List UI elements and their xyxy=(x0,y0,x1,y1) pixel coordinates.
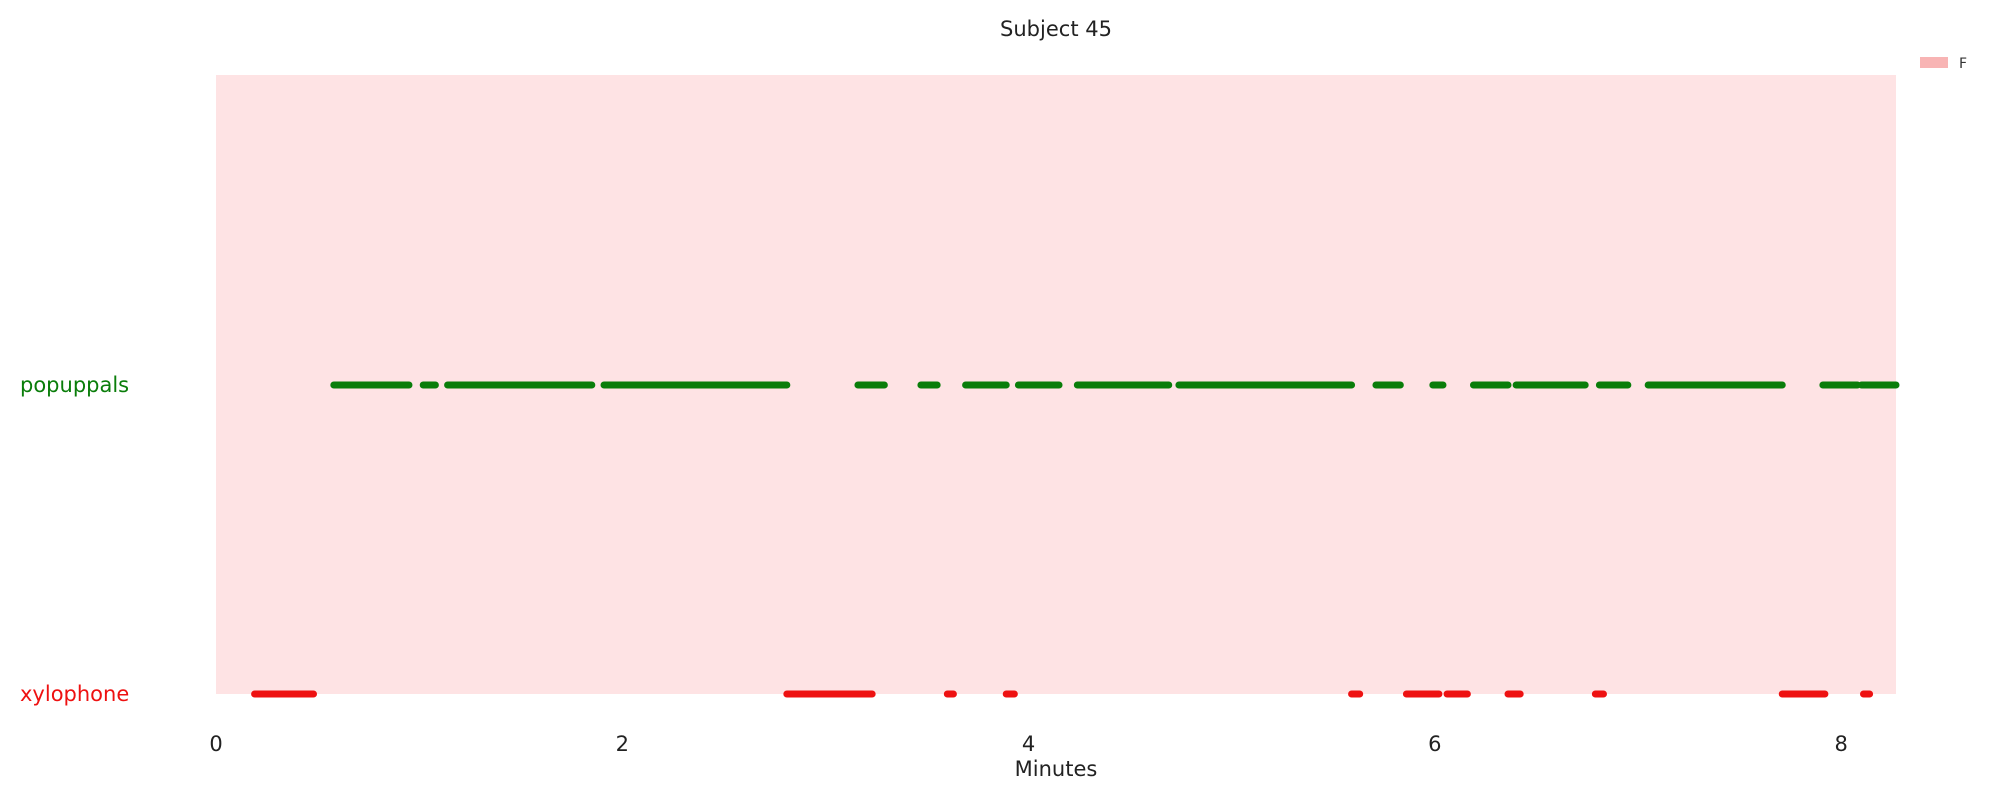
legend: F xyxy=(1920,56,1967,72)
chart-title: Subject 45 xyxy=(1000,17,1112,41)
series-label-xylophone: xylophone xyxy=(20,682,129,706)
x-tick-label: 8 xyxy=(1834,732,1847,756)
segments xyxy=(251,381,1900,698)
legend-swatch xyxy=(1920,57,1948,68)
x-tick-label: 2 xyxy=(616,732,629,756)
series-labels: popuppals xylophone xyxy=(20,373,129,706)
x-axis-label: Minutes xyxy=(1015,757,1098,781)
x-axis-ticks: 0 2 4 6 8 xyxy=(209,732,1848,756)
x-tick-label: 0 xyxy=(209,732,222,756)
x-tick-label: 4 xyxy=(1022,732,1035,756)
x-tick-label: 6 xyxy=(1428,732,1441,756)
series-label-popuppals: popuppals xyxy=(20,373,129,397)
legend-label: F xyxy=(1959,56,1967,72)
